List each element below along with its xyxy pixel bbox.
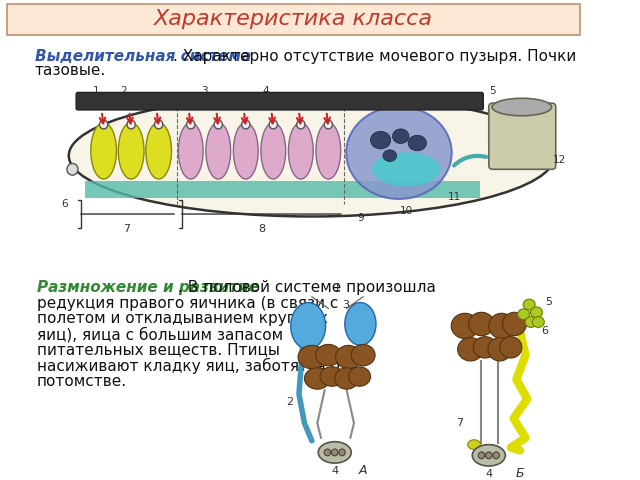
Text: 4: 4 [262,86,269,96]
Ellipse shape [297,120,305,129]
Ellipse shape [316,345,341,366]
Text: питательных веществ. Птицы: питательных веществ. Птицы [36,342,280,358]
Text: 2: 2 [120,86,127,96]
Ellipse shape [298,346,326,369]
Ellipse shape [242,120,250,129]
Text: 2: 2 [286,397,294,407]
Ellipse shape [320,367,344,386]
Ellipse shape [345,302,376,346]
Text: . Характерно отсутствие мочевого пузыря. Почки: . Характерно отсутствие мочевого пузыря.… [173,48,576,64]
Ellipse shape [372,152,441,186]
Ellipse shape [502,312,527,336]
Ellipse shape [335,346,362,369]
Text: 4: 4 [485,469,492,479]
Ellipse shape [187,120,195,129]
Text: А: А [359,464,367,477]
Ellipse shape [383,150,397,161]
Ellipse shape [486,452,492,459]
Text: редукция правого яичника (в связи с: редукция правого яичника (в связи с [36,296,338,311]
Text: тазовые.: тазовые. [35,63,106,78]
Text: 3: 3 [201,86,208,96]
Text: Выделительная система: Выделительная система [35,48,251,64]
Ellipse shape [179,122,203,179]
Ellipse shape [67,164,78,175]
Text: потомстве.: потомстве. [36,373,127,389]
Text: 4: 4 [331,466,339,476]
Text: Размножение и развитие: Размножение и развитие [36,280,259,295]
Text: 5: 5 [489,86,496,96]
Ellipse shape [493,452,499,459]
Ellipse shape [489,313,515,338]
Ellipse shape [339,449,346,456]
Ellipse shape [127,120,135,129]
Ellipse shape [458,337,483,361]
Text: 12: 12 [553,155,566,165]
Ellipse shape [473,336,497,358]
Ellipse shape [335,368,358,389]
Ellipse shape [371,132,390,149]
Ellipse shape [332,449,338,456]
Ellipse shape [451,313,479,338]
Text: Характеристика класса: Характеристика класса [154,10,433,29]
Text: 3: 3 [342,300,349,310]
Ellipse shape [468,312,494,336]
FancyBboxPatch shape [489,103,556,169]
Ellipse shape [472,444,506,466]
FancyBboxPatch shape [7,4,580,35]
Text: 9: 9 [357,213,364,223]
Ellipse shape [316,122,340,179]
Ellipse shape [525,317,537,327]
Text: 7: 7 [456,418,463,428]
Text: насиживают кладку яиц, заботятся о: насиживают кладку яиц, заботятся о [36,358,340,374]
Ellipse shape [324,120,332,129]
Ellipse shape [99,120,108,129]
Ellipse shape [234,122,258,179]
Ellipse shape [523,299,535,310]
Text: 6: 6 [541,326,548,336]
Ellipse shape [118,122,144,179]
Text: 5: 5 [546,297,553,307]
Text: 8: 8 [258,224,265,234]
Text: . В половой системе произошла: . В половой системе произошла [178,280,436,295]
Ellipse shape [68,95,555,216]
Text: 10: 10 [400,206,413,216]
Ellipse shape [318,442,351,463]
Ellipse shape [91,122,116,179]
Ellipse shape [261,122,285,179]
Ellipse shape [518,309,530,320]
Ellipse shape [532,317,544,327]
Text: 1: 1 [334,283,341,293]
Ellipse shape [305,368,330,389]
Text: полетом и откладыванием крупных: полетом и откладыванием крупных [36,312,328,326]
Ellipse shape [324,449,331,456]
Ellipse shape [408,135,426,151]
Ellipse shape [531,307,543,318]
Ellipse shape [351,345,375,366]
Ellipse shape [291,302,326,349]
Ellipse shape [154,120,163,129]
Ellipse shape [349,367,371,386]
Ellipse shape [488,337,512,361]
Text: 1: 1 [93,86,100,96]
Text: 7: 7 [123,224,130,234]
Ellipse shape [392,129,409,144]
Ellipse shape [146,122,172,179]
Ellipse shape [500,336,522,358]
Text: 6: 6 [61,199,67,209]
Ellipse shape [214,120,222,129]
Ellipse shape [492,98,552,116]
Ellipse shape [289,122,313,179]
Text: яиц), яица с большим запасом: яиц), яица с большим запасом [36,327,283,343]
Ellipse shape [269,120,277,129]
Ellipse shape [478,452,484,459]
FancyBboxPatch shape [85,181,479,198]
FancyBboxPatch shape [76,93,483,110]
Ellipse shape [206,122,230,179]
Text: Б: Б [516,467,524,480]
Ellipse shape [346,107,452,199]
Text: 11: 11 [447,192,461,202]
Ellipse shape [468,440,481,449]
